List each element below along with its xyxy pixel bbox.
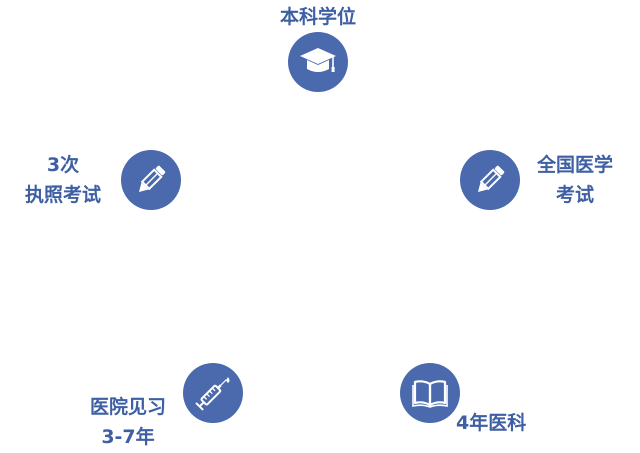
step-medical-school-label-line: 4年医科 <box>456 412 527 434</box>
step-medical-school-circle <box>400 363 460 423</box>
step-degree-label: 本科学位 <box>258 2 378 32</box>
step-degree-label-line: 本科学位 <box>279 6 356 28</box>
open-book-icon <box>412 380 448 408</box>
step-national-exam-label-line-2: 考试 <box>555 184 594 206</box>
step-national-exam-label-line-1: 全国医学 <box>536 154 613 176</box>
step-residency-label: 医院见习 3-7年 <box>72 392 184 452</box>
graduation-cap-icon <box>300 48 336 72</box>
step-licensing-exam-circle <box>121 150 181 210</box>
pencil-icon <box>477 165 505 193</box>
step-national-exam-label: 全国医学 考试 <box>522 150 628 210</box>
pencil-icon <box>138 165 166 193</box>
step-licensing-exam-label-line-1: 3次 <box>46 154 80 176</box>
step-degree-circle <box>288 32 348 92</box>
step-residency-label-line-1: 医院见习 <box>89 396 166 418</box>
step-licensing-exam-label-line-2: 执照考试 <box>24 184 101 206</box>
step-national-exam-circle <box>460 150 520 210</box>
syringe-icon <box>195 377 230 411</box>
step-residency-label-line-2: 3-7年 <box>101 426 155 448</box>
step-residency-circle <box>183 363 243 423</box>
step-licensing-exam-label: 3次 执照考试 <box>10 150 116 210</box>
step-medical-school-label: 4年医科 <box>456 408 526 438</box>
